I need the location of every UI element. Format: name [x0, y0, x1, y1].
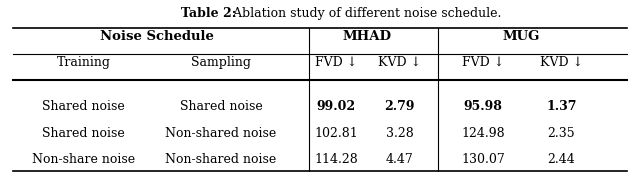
Text: Training: Training — [57, 56, 111, 69]
Text: FVD ↓: FVD ↓ — [461, 56, 504, 69]
Text: Shared noise: Shared noise — [42, 100, 125, 113]
Text: Sampling: Sampling — [191, 56, 251, 69]
Text: 102.81: 102.81 — [314, 127, 358, 140]
Text: Table 2:: Table 2: — [181, 7, 237, 20]
Text: FVD ↓: FVD ↓ — [315, 56, 357, 69]
Text: Shared noise: Shared noise — [180, 100, 262, 113]
Text: 1.37: 1.37 — [546, 100, 577, 113]
Text: Non-share noise: Non-share noise — [32, 153, 135, 166]
Text: Non-shared noise: Non-shared noise — [165, 127, 276, 140]
Text: Non-shared noise: Non-shared noise — [165, 153, 276, 166]
Text: Shared noise: Shared noise — [42, 127, 125, 140]
Text: 2.79: 2.79 — [385, 100, 415, 113]
Text: 114.28: 114.28 — [314, 153, 358, 166]
Text: 124.98: 124.98 — [461, 127, 505, 140]
Text: MUG: MUG — [502, 30, 540, 43]
Text: 4.47: 4.47 — [386, 153, 413, 166]
Text: 3.28: 3.28 — [386, 127, 413, 140]
Text: Noise Schedule: Noise Schedule — [100, 30, 214, 43]
Text: 99.02: 99.02 — [316, 100, 356, 113]
Text: 2.44: 2.44 — [548, 153, 575, 166]
Text: Ablation study of different noise schedule.: Ablation study of different noise schedu… — [229, 7, 502, 20]
Text: MHAD: MHAD — [342, 30, 391, 43]
Text: 2.35: 2.35 — [548, 127, 575, 140]
Text: 95.98: 95.98 — [463, 100, 502, 113]
Text: KVD ↓: KVD ↓ — [540, 56, 583, 69]
Text: KVD ↓: KVD ↓ — [378, 56, 421, 69]
Text: 130.07: 130.07 — [461, 153, 505, 166]
